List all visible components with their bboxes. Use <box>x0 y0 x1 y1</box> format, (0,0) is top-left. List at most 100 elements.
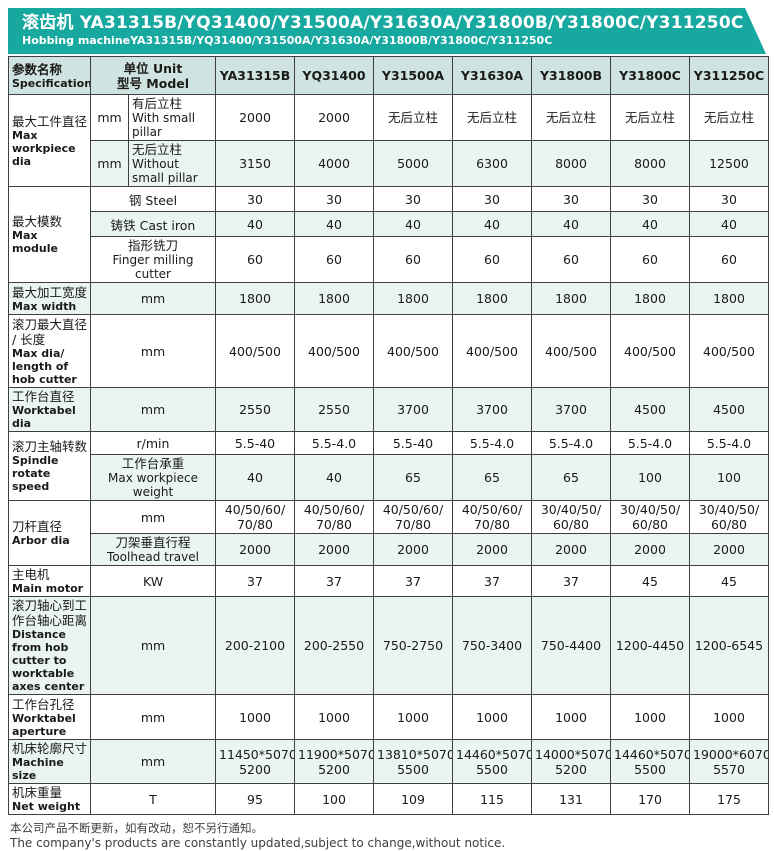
value-cell: 3700 <box>531 387 611 432</box>
value-cell: 4000 <box>294 140 374 187</box>
value-cell: 175 <box>689 783 769 815</box>
value-cell: 40 <box>215 211 295 237</box>
unit-cell: mm <box>90 694 216 740</box>
value-cell: 60 <box>610 236 690 283</box>
value-cell: 40 <box>373 211 453 237</box>
value-cell: 4500 <box>689 387 769 432</box>
sub-label: 有后立柱 With small pillar <box>128 94 216 141</box>
value-cell: 1800 <box>531 282 611 315</box>
spec-label: 机床轮廓尺寸 Machine size <box>8 739 91 784</box>
value-cell: 30/40/50/ 60/80 <box>689 500 769 534</box>
value-cell: 60 <box>215 236 295 283</box>
value-cell: 37 <box>531 565 611 597</box>
value-cell: 37 <box>215 565 295 597</box>
value-cell: 8000 <box>610 140 690 187</box>
value-cell: 2000 <box>531 533 611 566</box>
spec-header-cell: 参数名称 Specification <box>8 56 91 95</box>
unit-cell: mm <box>90 739 216 784</box>
spec-label: 刀杆直径 Arbor dia <box>8 500 91 566</box>
unit-cell: mm <box>90 596 216 695</box>
sub-label: 刀架垂直行程 Toolhead travel <box>90 533 216 566</box>
spec-table: 参数名称 Specification 单位 Unit 型号 Model YA31… <box>8 56 769 815</box>
value-cell: 400/500 <box>452 314 532 388</box>
sub-label-en: Toolhead travel <box>107 550 199 564</box>
value-cell: 11900*5070* 5200 <box>294 739 374 784</box>
value-cell: 无后立柱 <box>452 94 532 141</box>
unit-cell: T <box>90 783 216 815</box>
value-cell: 30 <box>215 186 295 212</box>
title-banner: 滚齿机 YA31315B/YQ31400/Y31500A/Y31630A/Y31… <box>8 8 766 54</box>
sub-label: 指形铣刀 Finger milling cutter <box>90 236 216 283</box>
value-cell: 400/500 <box>294 314 374 388</box>
value-cell: 100 <box>610 454 690 501</box>
table-row: 机床重量 Net weight T 95 100 109 115 131 170… <box>8 783 769 815</box>
spec-label: 滚刀最大直径 / 长度 Max dia/ length of hob cutte… <box>8 314 91 388</box>
value-cell: 65 <box>531 454 611 501</box>
value-cell: 1000 <box>294 694 374 740</box>
value-cell: 5.5-40 <box>215 431 295 455</box>
value-cell: 30 <box>610 186 690 212</box>
value-cell: 40/50/60/ 70/80 <box>373 500 453 534</box>
value-cell: 14460*5070* 5500 <box>610 739 690 784</box>
spec-header-en: Specification <box>12 76 91 90</box>
spec-label-en: Arbor dia <box>12 534 70 547</box>
value-cell: 60 <box>689 236 769 283</box>
value-cell: 750-2750 <box>373 596 453 695</box>
table-row: 铸铁 Cast iron 40 40 40 40 40 40 40 <box>8 211 769 237</box>
value-cell: 5.5-4.0 <box>689 431 769 455</box>
spec-label-zh: 最大模数 <box>12 214 63 229</box>
value-cell: 3150 <box>215 140 295 187</box>
sub-label-zh: 无后立柱 <box>132 142 183 157</box>
value-cell: 2000 <box>294 94 374 141</box>
table-row: mm 无后立柱 Without small pillar 3150 4000 5… <box>8 140 769 187</box>
value-cell: 5.5-4.0 <box>452 431 532 455</box>
value-cell: 1800 <box>215 282 295 315</box>
value-cell: 2550 <box>215 387 295 432</box>
spec-label-en: Max module <box>12 229 58 255</box>
spec-label-en: Net weight <box>12 800 81 813</box>
sub-label-zh: 刀架垂直行程 <box>115 535 191 550</box>
value-cell: 115 <box>452 783 532 815</box>
value-cell: 170 <box>610 783 690 815</box>
value-cell: 8000 <box>531 140 611 187</box>
table-row: 工作台直径 Worktabel dia mm 2550 2550 3700 37… <box>8 387 769 432</box>
footer-note-zh: 本公司产品不断更新，如有改动，恕不另行通知。 <box>10 821 263 835</box>
unit-cell: mm <box>90 94 129 141</box>
spec-label: 工作台直径 Worktabel dia <box>8 387 91 432</box>
value-cell: 3700 <box>373 387 453 432</box>
table-row: 主电机 Main motor KW 37 37 37 37 37 45 45 <box>8 565 769 597</box>
spec-label: 主电机 Main motor <box>8 565 91 597</box>
unit-header-zh: 单位 Unit <box>123 60 183 76</box>
value-cell: 400/500 <box>531 314 611 388</box>
spec-label: 滚刀主轴转数 Spindle rotate speed <box>8 431 91 501</box>
spec-label: 滚刀轴心到工作台轴心距离 Distance from hob cutter to… <box>8 596 91 695</box>
value-cell: 13810*5070* 5500 <box>373 739 453 784</box>
footer-note: 本公司产品不断更新，如有改动，恕不另行通知。 The company's pro… <box>8 815 766 851</box>
spec-label-zh: 刀杆直径 <box>12 519 63 534</box>
value-cell: 37 <box>294 565 374 597</box>
value-cell: 14460*5070* 5500 <box>452 739 532 784</box>
value-cell: 19000*6070* 5570 <box>689 739 769 784</box>
value-cell: 1800 <box>610 282 690 315</box>
spec-label-zh: 工作台直径 <box>12 389 75 404</box>
value-cell: 1000 <box>689 694 769 740</box>
sub-label-zh: 有后立柱 <box>132 96 183 111</box>
value-cell: 2000 <box>373 533 453 566</box>
spec-label-en: Worktabel aperture <box>12 711 76 738</box>
value-cell: 100 <box>294 783 374 815</box>
value-cell: 2000 <box>215 94 295 141</box>
spec-label-en: Spindle rotate speed <box>12 454 59 493</box>
model-header: Y31800B <box>531 56 611 95</box>
value-cell: 60 <box>452 236 532 283</box>
model-header: Y31800C <box>610 56 690 95</box>
value-cell: 5.5-4.0 <box>610 431 690 455</box>
spec-label-zh: 最大加工宽度 <box>12 284 88 300</box>
value-cell: 131 <box>531 783 611 815</box>
value-cell: 40 <box>452 211 532 237</box>
value-cell: 60 <box>294 236 374 283</box>
model-header: Y31500A <box>373 56 453 95</box>
spec-header-zh: 参数名称 <box>12 61 63 77</box>
value-cell: 5.5-40 <box>373 431 453 455</box>
value-cell: 40 <box>215 454 295 501</box>
